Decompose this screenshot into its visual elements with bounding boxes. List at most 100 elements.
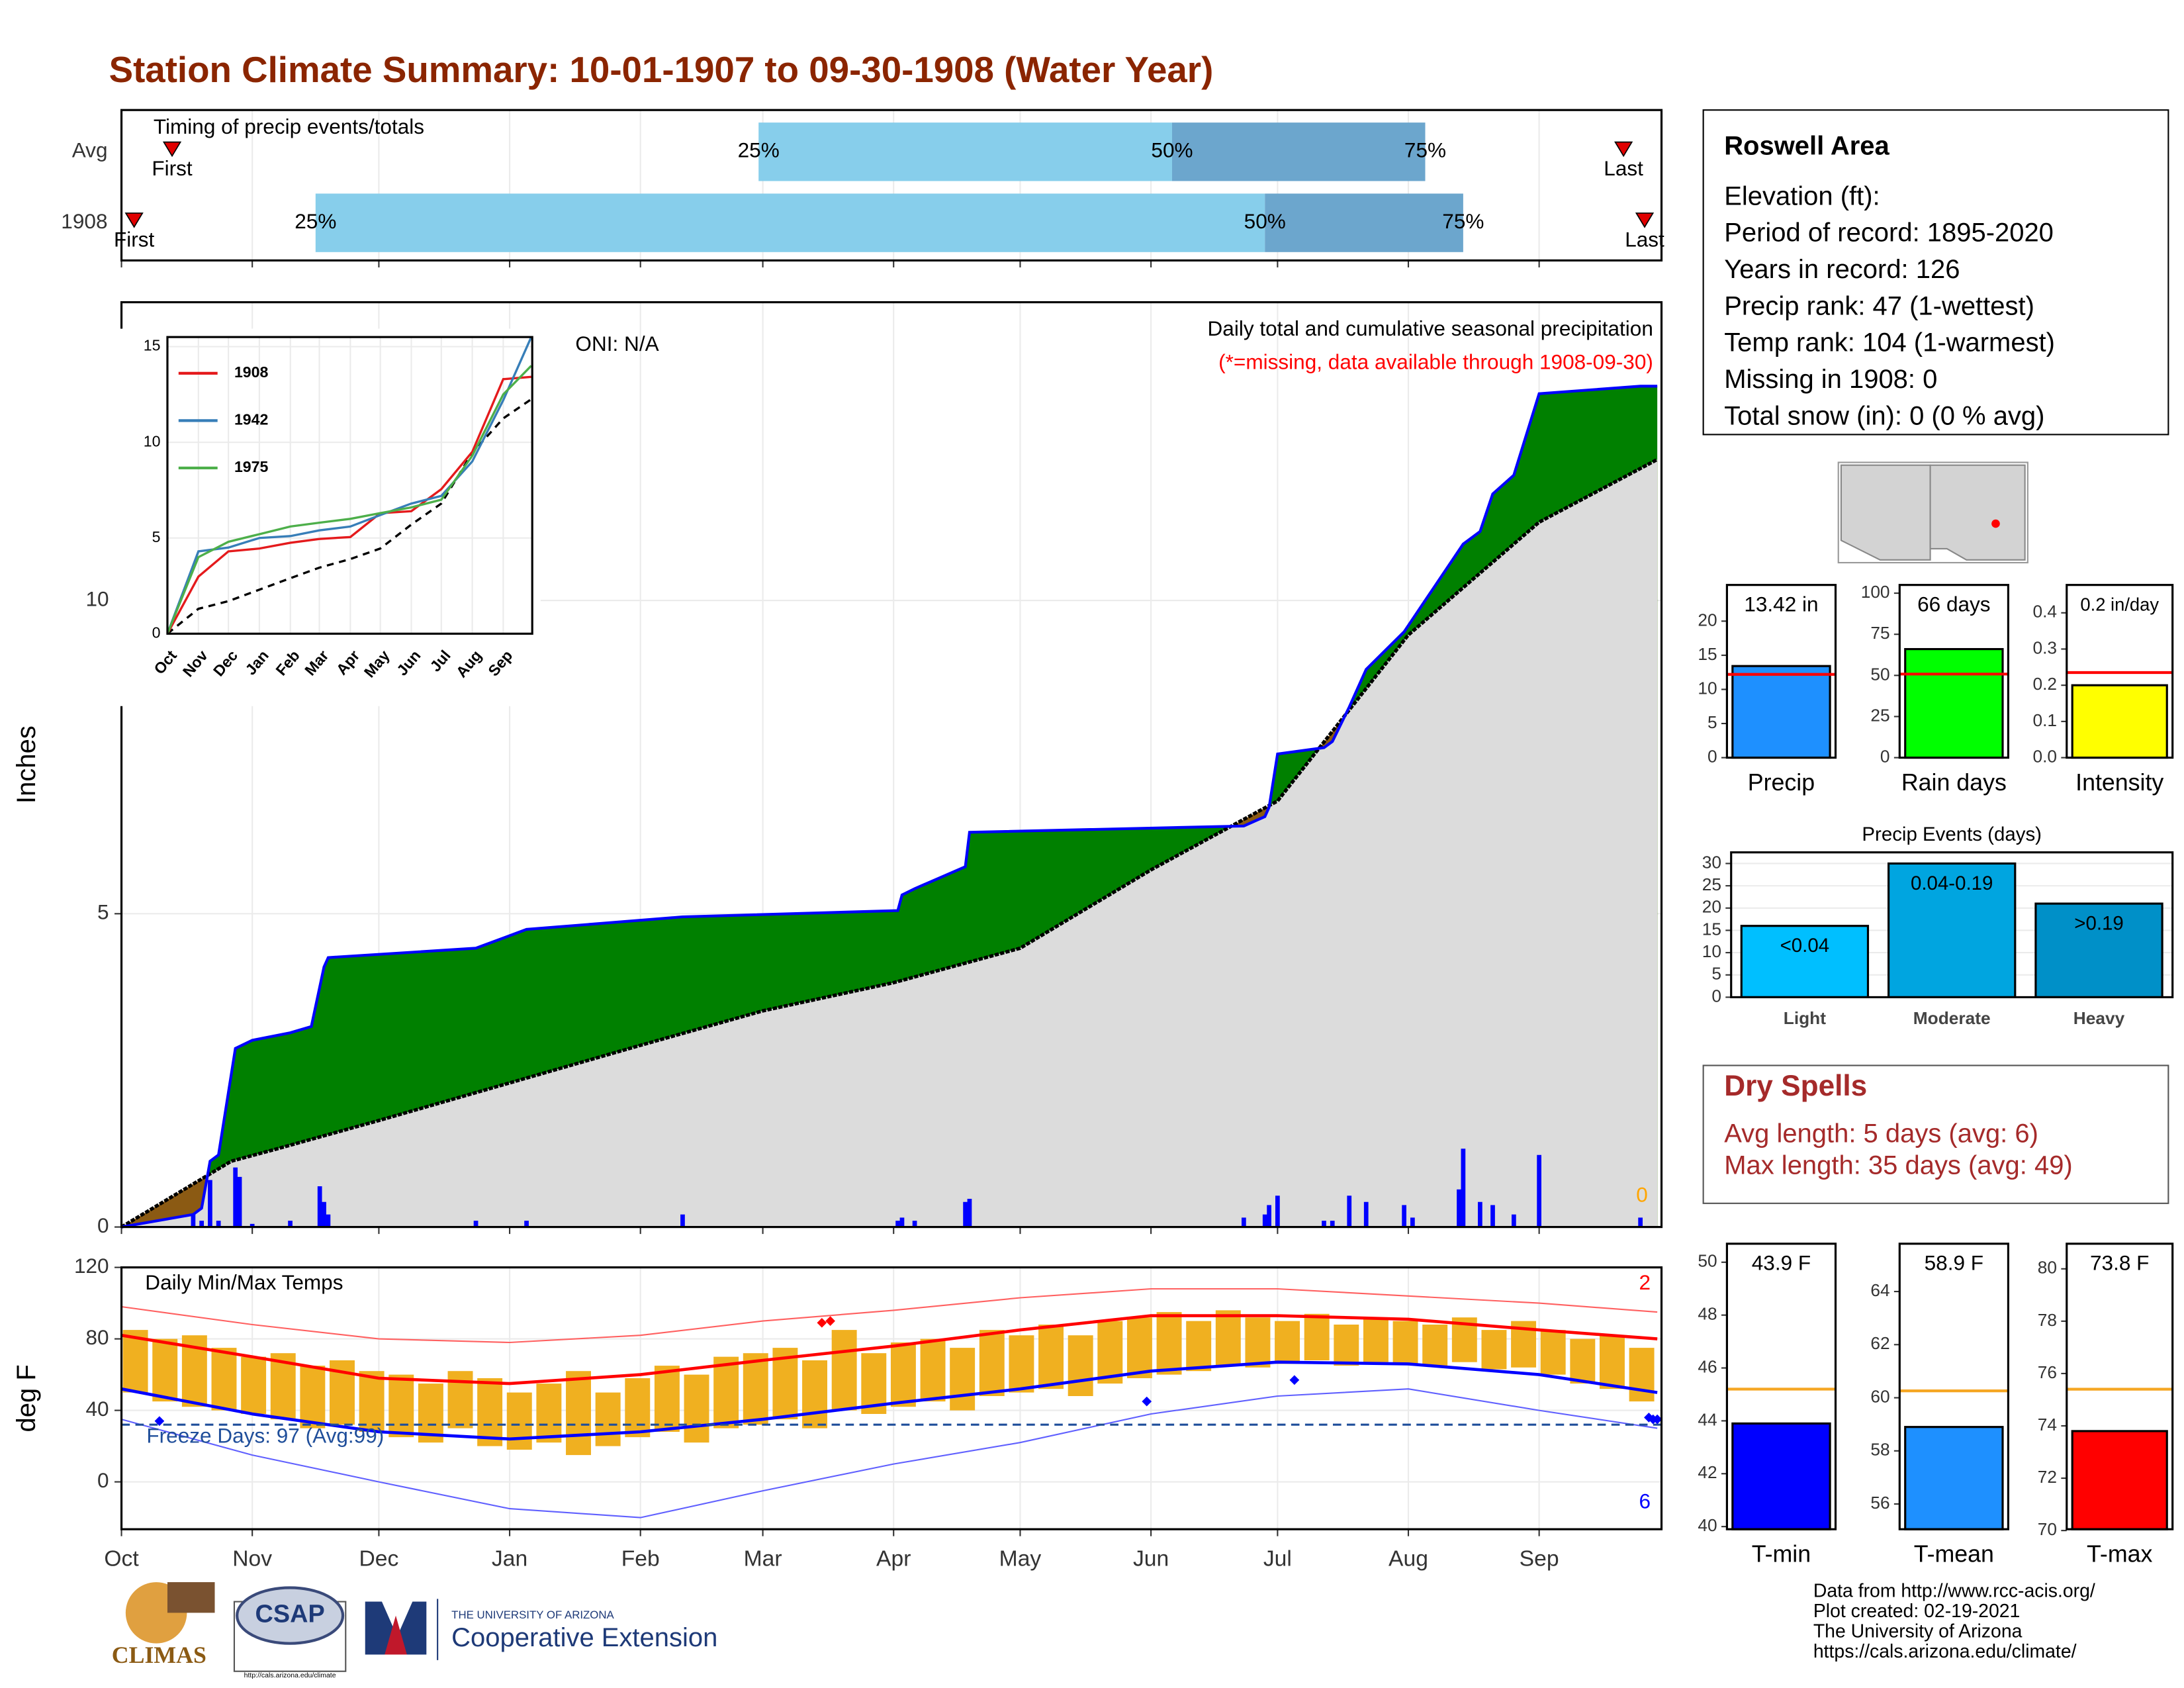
x-tick-label: Apr	[876, 1546, 911, 1571]
quantile-label: 25%	[738, 138, 780, 162]
y-tick-label: 76	[2038, 1362, 2057, 1382]
value-label: 58.9 F	[1925, 1251, 1983, 1275]
daily-precip-bar	[1322, 1221, 1326, 1227]
y-tick-label: 10	[86, 586, 109, 610]
temp-range-bar	[388, 1374, 414, 1438]
plot-frame	[120, 1266, 1663, 1530]
category-label: Light	[1784, 1008, 1826, 1028]
daily-precip-bar	[1242, 1217, 1246, 1227]
y-tick-label: 5	[152, 528, 161, 545]
y-tick-label: 5	[1711, 964, 1721, 984]
bar	[2071, 1430, 2168, 1530]
station-name: Roswell Area	[1724, 132, 1889, 161]
daily-precip-bar	[1330, 1221, 1335, 1227]
event-marker	[1635, 212, 1655, 228]
temp-range-bar	[890, 1342, 916, 1407]
y-tick-label: 62	[1870, 1333, 1889, 1353]
plot-frame	[1730, 851, 2174, 999]
temp-range-bar	[595, 1392, 621, 1446]
record-marker	[817, 1317, 827, 1328]
timing-title: Timing of precip events/totals	[154, 115, 424, 138]
dry-spells-title: Dry Spells	[1724, 1070, 1867, 1102]
daily-precip-bar	[288, 1221, 293, 1227]
event-marker	[162, 141, 182, 158]
temp-range-bar	[1215, 1310, 1241, 1366]
quantile-label: 50%	[1151, 138, 1193, 162]
daily-precip-bar	[250, 1223, 255, 1227]
temp-range-bar	[625, 1378, 651, 1438]
y-tick-label: 0	[97, 1468, 109, 1492]
normal-line	[121, 1360, 1658, 1441]
event-marker	[1614, 141, 1633, 158]
dry-spells-box	[1702, 1064, 2169, 1204]
chart-subtitle: (*=missing, data available through 1908-…	[1218, 350, 1653, 373]
daily-precip-bar	[237, 1176, 242, 1227]
y-tick-label: 10	[144, 432, 161, 449]
daily-precip-bar	[1262, 1214, 1267, 1227]
plot-frame	[2066, 1243, 2174, 1530]
x-tick-label: Jul	[1263, 1546, 1292, 1571]
bar	[1740, 925, 1870, 999]
freeze-label: Freeze Days: 97 (Avg:99)	[146, 1423, 384, 1447]
cumulative-line	[121, 385, 1658, 1229]
temp-range-bar	[920, 1338, 946, 1402]
temp-range-bar	[1363, 1317, 1388, 1362]
logo-text: http://cals.arizona.edu/climate	[244, 1671, 336, 1679]
category-label: Heavy	[2073, 1008, 2125, 1028]
temp-range-bar	[1126, 1317, 1152, 1379]
location-map	[1837, 461, 2028, 564]
logos	[125, 1582, 439, 1672]
info-line: Precip rank: 47 (1-wettest)	[1724, 291, 2034, 320]
category-label: T-max	[2087, 1541, 2152, 1568]
daily-precip-bar	[1461, 1149, 1466, 1227]
row-label: 1908	[61, 209, 107, 233]
daily-precip-bar	[473, 1221, 478, 1227]
info-line: Years in record: 126	[1724, 255, 1960, 284]
plot-frame	[1725, 584, 1837, 759]
temp-range-bar	[152, 1338, 178, 1402]
series-line	[166, 375, 531, 635]
y-tick-label: 0.0	[2032, 746, 2057, 766]
temp-range-bar	[713, 1356, 739, 1429]
y-tick-label: 50	[1870, 664, 1889, 684]
x-tick-label: Oct	[104, 1546, 139, 1571]
temp-range-bar	[1097, 1321, 1123, 1384]
temp-range-bar	[1540, 1330, 1566, 1375]
bar	[1731, 1422, 1831, 1530]
event-label: First	[152, 156, 193, 180]
quantile-label: 25%	[295, 209, 336, 233]
temp-range-bar	[1570, 1338, 1596, 1384]
temp-range-bar	[447, 1371, 473, 1429]
y-tick-label: 80	[2038, 1258, 2057, 1278]
y-tick-label: 0.2	[2032, 674, 2057, 694]
quantile-label: 75%	[1442, 209, 1484, 233]
y-tick-label: 0.3	[2032, 637, 2057, 657]
y-tick-label: 58	[1870, 1440, 1889, 1460]
daily-precip-bar	[1402, 1205, 1406, 1227]
y-tick-label: 15	[144, 337, 161, 354]
logo-text: THE UNIVERSITY OF ARIZONA	[451, 1609, 614, 1621]
daily-precip-bar	[1490, 1205, 1495, 1227]
value-label: 66 days	[1917, 592, 1991, 616]
plot-frame	[120, 301, 1663, 1229]
y-axis-label: deg F	[12, 1364, 41, 1432]
record-line	[121, 1288, 1658, 1344]
y-tick-label: 70	[2038, 1519, 2057, 1539]
value-label: 73.8 F	[2090, 1251, 2149, 1275]
quantile-bar	[758, 122, 1172, 181]
plot-frame	[1898, 1243, 2009, 1530]
category-label: Intensity	[2075, 769, 2163, 796]
x-tick-label: Aug	[1388, 1546, 1428, 1571]
daily-precip-bar	[322, 1201, 326, 1227]
category-label: Rain days	[1901, 769, 2007, 796]
temp-range-bar	[1068, 1335, 1093, 1397]
y-tick-label: 0.4	[2032, 602, 2057, 622]
value-label: 43.9 F	[1752, 1251, 1811, 1275]
value-label: 13.42 in	[1744, 592, 1818, 616]
daily-precip-bar	[1478, 1201, 1482, 1227]
temp-range-bar	[1245, 1317, 1271, 1368]
y-tick-label: 44	[1698, 1409, 1717, 1429]
daily-precip-bar	[895, 1221, 900, 1227]
y-tick-label: 56	[1870, 1493, 1889, 1513]
